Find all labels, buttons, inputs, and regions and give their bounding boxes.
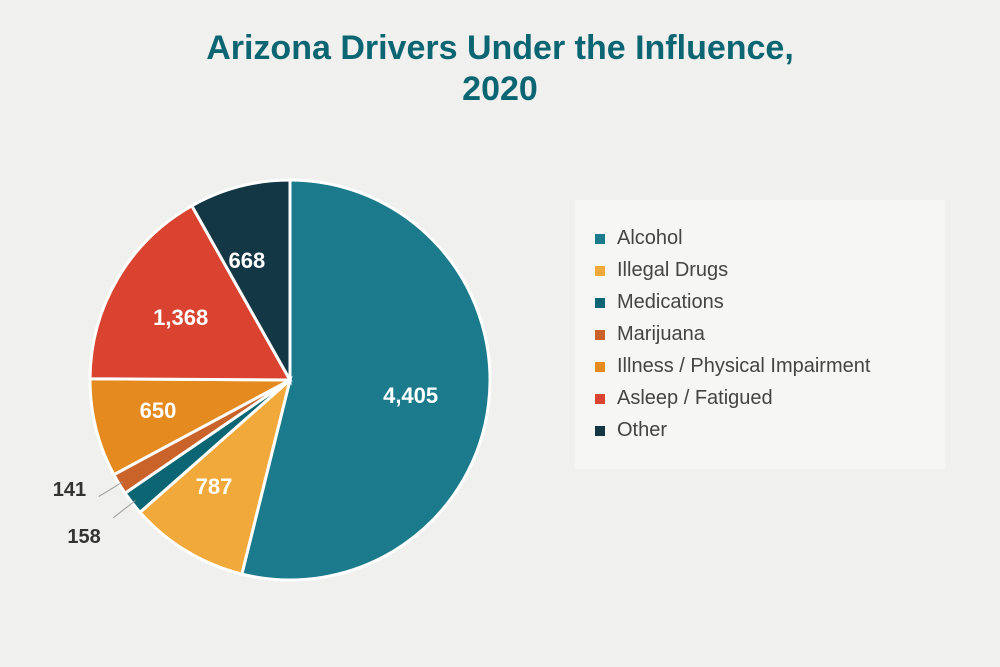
title-line-1: Arizona Drivers Under the Influence, bbox=[206, 29, 794, 67]
pie-chart: 4,4057871581416501,368668 bbox=[70, 160, 510, 600]
legend-item: Marijuana bbox=[595, 323, 925, 346]
leader-line bbox=[99, 482, 123, 497]
pie-svg bbox=[70, 160, 510, 600]
legend-label: Illness / Physical Impairment bbox=[617, 355, 870, 378]
legend-label: Alcohol bbox=[617, 227, 683, 250]
slice-label: 1,368 bbox=[153, 305, 208, 331]
slice-label: 158 bbox=[67, 526, 100, 549]
legend-marker bbox=[595, 330, 605, 340]
legend-marker bbox=[595, 362, 605, 372]
legend: Alcohol Illegal Drugs Medications Marijuana… bbox=[575, 200, 945, 469]
legend-item: Alcohol bbox=[595, 227, 925, 250]
chart-title: Arizona Drivers Under the Influence, 202… bbox=[0, 0, 1000, 110]
legend-item: Other bbox=[595, 419, 925, 442]
legend-label: Other bbox=[617, 419, 667, 442]
legend-item: Illness / Physical Impairment bbox=[595, 355, 925, 378]
slice-label: 787 bbox=[196, 474, 233, 500]
slice-label: 650 bbox=[140, 398, 177, 424]
legend-marker bbox=[595, 426, 605, 436]
legend-label: Medications bbox=[617, 291, 724, 314]
legend-marker bbox=[595, 266, 605, 276]
legend-item: Medications bbox=[595, 291, 925, 314]
legend-label: Marijuana bbox=[617, 323, 705, 346]
slice-label: 4,405 bbox=[383, 383, 438, 409]
slice-label: 668 bbox=[229, 248, 266, 274]
legend-marker bbox=[595, 394, 605, 404]
legend-item: Illegal Drugs bbox=[595, 259, 925, 282]
legend-label: Asleep / Fatigued bbox=[617, 387, 773, 410]
leader-line bbox=[113, 501, 135, 518]
title-line-2: 2020 bbox=[462, 70, 538, 108]
legend-label: Illegal Drugs bbox=[617, 259, 728, 282]
legend-marker bbox=[595, 298, 605, 308]
legend-item: Asleep / Fatigued bbox=[595, 387, 925, 410]
legend-marker bbox=[595, 234, 605, 244]
slice-label: 141 bbox=[53, 479, 86, 502]
